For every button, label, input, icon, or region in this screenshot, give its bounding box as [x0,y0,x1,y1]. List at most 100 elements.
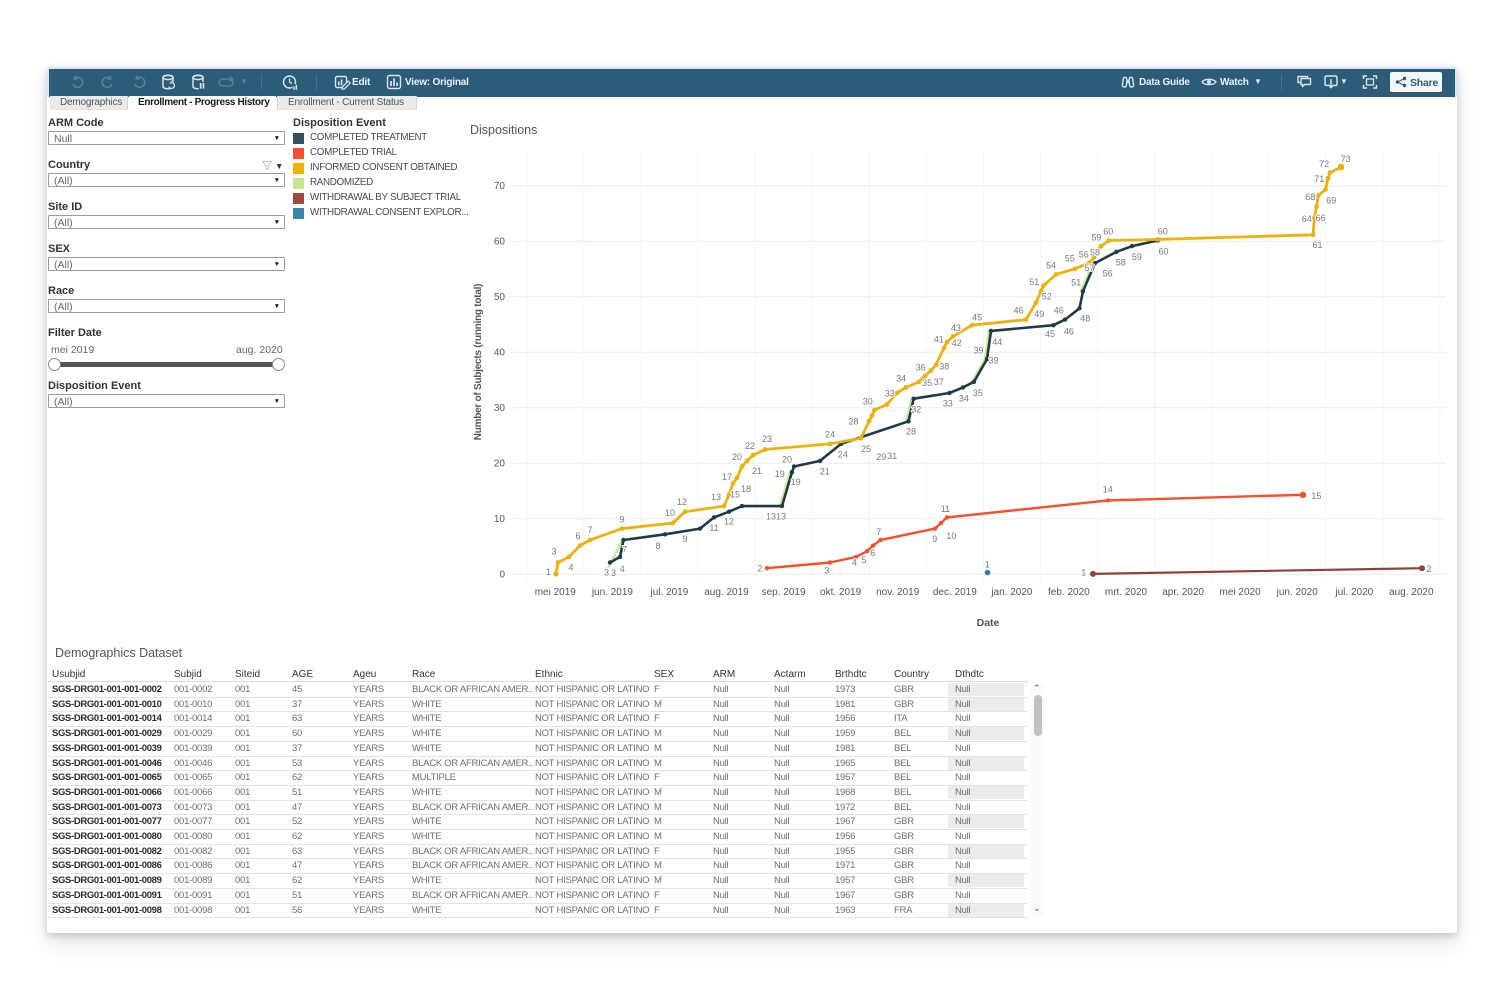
svg-text:jun. 2020: jun. 2020 [1276,587,1319,598]
svg-text:11: 11 [709,523,718,533]
svg-text:23: 23 [762,434,772,444]
svg-text:60: 60 [1158,247,1168,257]
svg-text:nov. 2019: nov. 2019 [876,587,920,598]
svg-text:3: 3 [551,547,556,557]
svg-text:28: 28 [906,426,916,436]
svg-text:7: 7 [876,527,881,537]
svg-text:okt. 2019: okt. 2019 [820,587,862,598]
svg-text:1: 1 [546,567,551,577]
svg-text:21: 21 [752,466,762,476]
svg-text:34: 34 [896,373,906,383]
svg-text:4: 4 [620,564,625,574]
svg-text:3: 3 [604,568,609,578]
svg-text:4: 4 [568,563,573,573]
svg-text:mei 2020: mei 2020 [1220,587,1262,598]
svg-text:30: 30 [494,403,506,414]
svg-text:10: 10 [946,531,956,541]
svg-text:70: 70 [494,181,506,192]
svg-text:Number of Subjects (running to: Number of Subjects (running total) [473,284,484,441]
svg-text:17: 17 [722,472,732,482]
svg-text:73: 73 [1341,154,1351,164]
svg-text:3: 3 [611,568,616,578]
svg-text:38: 38 [939,361,949,371]
svg-text:mei 2019: mei 2019 [535,587,577,598]
svg-text:13: 13 [766,512,776,522]
svg-text:20: 20 [494,459,506,470]
svg-text:19: 19 [791,477,801,487]
svg-text:24: 24 [825,430,835,440]
svg-text:20: 20 [782,455,792,465]
svg-text:59: 59 [1091,232,1101,242]
svg-text:40: 40 [494,348,506,359]
svg-text:2: 2 [1426,564,1431,574]
svg-text:49: 49 [1034,309,1044,319]
svg-text:41: 41 [934,334,944,344]
svg-text:45: 45 [972,312,982,322]
svg-text:69: 69 [1326,196,1336,206]
svg-text:35: 35 [922,378,932,388]
svg-text:19: 19 [775,469,785,479]
svg-text:6: 6 [575,531,580,541]
svg-text:33: 33 [885,389,895,399]
svg-text:60: 60 [1103,226,1113,236]
svg-text:7: 7 [622,545,627,555]
svg-text:24: 24 [838,450,848,460]
svg-text:71: 71 [1314,174,1324,184]
svg-text:apr. 2020: apr. 2020 [1162,587,1204,598]
svg-text:jan. 2020: jan. 2020 [990,587,1033,598]
svg-text:5: 5 [861,555,866,565]
svg-text:39: 39 [988,356,998,366]
svg-text:10: 10 [494,514,506,525]
svg-text:jul. 2019: jul. 2019 [649,587,688,598]
svg-text:Date: Date [977,617,1000,629]
svg-text:29: 29 [876,452,886,462]
svg-text:11: 11 [941,504,950,514]
svg-text:2: 2 [757,564,762,574]
svg-text:43: 43 [951,323,961,333]
svg-text:46: 46 [1064,326,1074,336]
svg-text:56: 56 [1079,250,1089,260]
svg-text:12: 12 [724,517,734,527]
svg-text:sep. 2019: sep. 2019 [762,587,806,598]
svg-text:55: 55 [1065,254,1075,264]
svg-text:54: 54 [1046,261,1056,271]
svg-text:dec. 2019: dec. 2019 [933,587,977,598]
svg-text:31: 31 [887,451,897,461]
svg-text:57: 57 [1084,263,1094,273]
svg-text:51: 51 [1029,277,1039,287]
svg-text:61: 61 [1312,240,1322,250]
svg-text:13: 13 [776,512,786,522]
svg-text:59: 59 [1132,252,1142,262]
svg-text:34: 34 [959,393,969,403]
svg-text:18: 18 [741,484,751,494]
svg-text:15: 15 [730,490,740,500]
svg-text:39: 39 [973,346,983,356]
svg-text:45: 45 [1045,329,1055,339]
svg-text:aug. 2020: aug. 2020 [1389,587,1434,598]
svg-text:1: 1 [1081,568,1086,578]
svg-text:feb. 2020: feb. 2020 [1048,587,1090,598]
svg-text:46: 46 [1054,305,1064,315]
svg-text:14: 14 [1103,484,1113,494]
svg-text:68: 68 [1305,192,1315,202]
svg-text:35: 35 [973,388,983,398]
svg-text:20: 20 [732,452,742,462]
svg-text:9: 9 [619,515,624,525]
svg-text:48: 48 [1080,314,1090,324]
svg-text:60: 60 [494,237,506,248]
svg-text:jun. 2019: jun. 2019 [591,587,634,598]
svg-text:9: 9 [682,534,687,544]
svg-text:10: 10 [665,508,675,518]
svg-text:32: 32 [911,404,921,414]
svg-text:33: 33 [943,399,953,409]
svg-text:30: 30 [863,397,873,407]
svg-text:25: 25 [861,444,871,454]
svg-text:aug. 2019: aug. 2019 [704,587,749,598]
svg-text:50: 50 [494,292,506,303]
svg-text:21: 21 [820,466,830,476]
svg-text:jul. 2020: jul. 2020 [1334,587,1373,598]
svg-text:46: 46 [1014,306,1024,316]
svg-text:42: 42 [952,338,962,348]
svg-text:66: 66 [1315,213,1325,223]
svg-text:4: 4 [852,558,857,568]
